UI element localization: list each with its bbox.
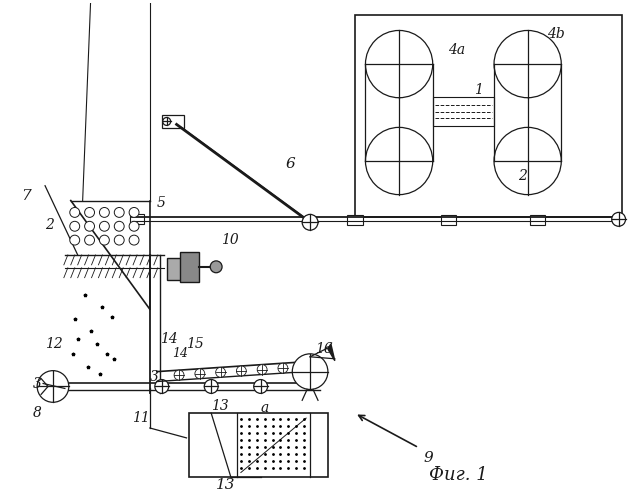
Text: 8: 8 bbox=[33, 406, 42, 420]
Circle shape bbox=[99, 222, 109, 231]
Circle shape bbox=[293, 354, 328, 390]
Text: 11: 11 bbox=[132, 411, 150, 425]
FancyBboxPatch shape bbox=[432, 96, 494, 126]
Circle shape bbox=[257, 364, 267, 374]
Circle shape bbox=[114, 208, 124, 218]
Circle shape bbox=[85, 222, 95, 231]
Text: 3: 3 bbox=[33, 376, 42, 390]
Text: 14: 14 bbox=[160, 332, 177, 346]
Text: 10: 10 bbox=[221, 233, 239, 247]
Text: 16: 16 bbox=[315, 342, 333, 356]
Circle shape bbox=[70, 235, 80, 245]
Text: 13: 13 bbox=[216, 478, 236, 492]
Circle shape bbox=[99, 208, 109, 218]
Circle shape bbox=[302, 214, 318, 230]
Circle shape bbox=[494, 128, 561, 194]
Text: 4a: 4a bbox=[448, 43, 466, 57]
FancyBboxPatch shape bbox=[130, 214, 144, 224]
Text: 2: 2 bbox=[518, 169, 527, 183]
FancyBboxPatch shape bbox=[355, 14, 621, 218]
Circle shape bbox=[70, 208, 80, 218]
Circle shape bbox=[174, 370, 184, 380]
Circle shape bbox=[204, 380, 218, 394]
Circle shape bbox=[366, 128, 432, 194]
Circle shape bbox=[85, 208, 95, 218]
Circle shape bbox=[237, 366, 246, 376]
FancyBboxPatch shape bbox=[162, 114, 184, 128]
Circle shape bbox=[70, 222, 80, 231]
Text: 14: 14 bbox=[172, 348, 188, 360]
Text: 3: 3 bbox=[150, 370, 159, 384]
Text: 9: 9 bbox=[424, 450, 434, 464]
Circle shape bbox=[195, 369, 205, 378]
Circle shape bbox=[114, 235, 124, 245]
Text: Фиг. 1: Фиг. 1 bbox=[429, 466, 488, 484]
Circle shape bbox=[155, 380, 169, 394]
FancyBboxPatch shape bbox=[190, 413, 328, 478]
Text: 1: 1 bbox=[474, 83, 483, 97]
Text: 2: 2 bbox=[45, 218, 54, 232]
Circle shape bbox=[163, 118, 170, 126]
Text: 15: 15 bbox=[186, 337, 204, 351]
FancyBboxPatch shape bbox=[530, 216, 546, 226]
Circle shape bbox=[211, 261, 222, 272]
Circle shape bbox=[366, 30, 432, 98]
Circle shape bbox=[129, 208, 139, 218]
Circle shape bbox=[37, 370, 69, 402]
FancyBboxPatch shape bbox=[179, 252, 199, 282]
FancyBboxPatch shape bbox=[347, 216, 363, 226]
Circle shape bbox=[114, 222, 124, 231]
FancyBboxPatch shape bbox=[441, 216, 457, 226]
Circle shape bbox=[494, 30, 561, 98]
Polygon shape bbox=[328, 344, 335, 361]
Text: 13: 13 bbox=[211, 399, 229, 413]
Text: 12: 12 bbox=[45, 337, 63, 351]
Circle shape bbox=[254, 380, 268, 394]
Circle shape bbox=[99, 235, 109, 245]
Circle shape bbox=[216, 368, 226, 378]
Circle shape bbox=[85, 235, 95, 245]
FancyBboxPatch shape bbox=[167, 258, 198, 280]
Text: 6: 6 bbox=[286, 157, 295, 171]
Circle shape bbox=[129, 235, 139, 245]
Text: 7: 7 bbox=[22, 188, 31, 202]
Text: 5: 5 bbox=[157, 196, 166, 209]
Circle shape bbox=[129, 222, 139, 231]
Text: 4b: 4b bbox=[548, 28, 565, 42]
Text: a: a bbox=[261, 401, 269, 415]
Circle shape bbox=[278, 363, 288, 373]
Circle shape bbox=[612, 212, 626, 226]
